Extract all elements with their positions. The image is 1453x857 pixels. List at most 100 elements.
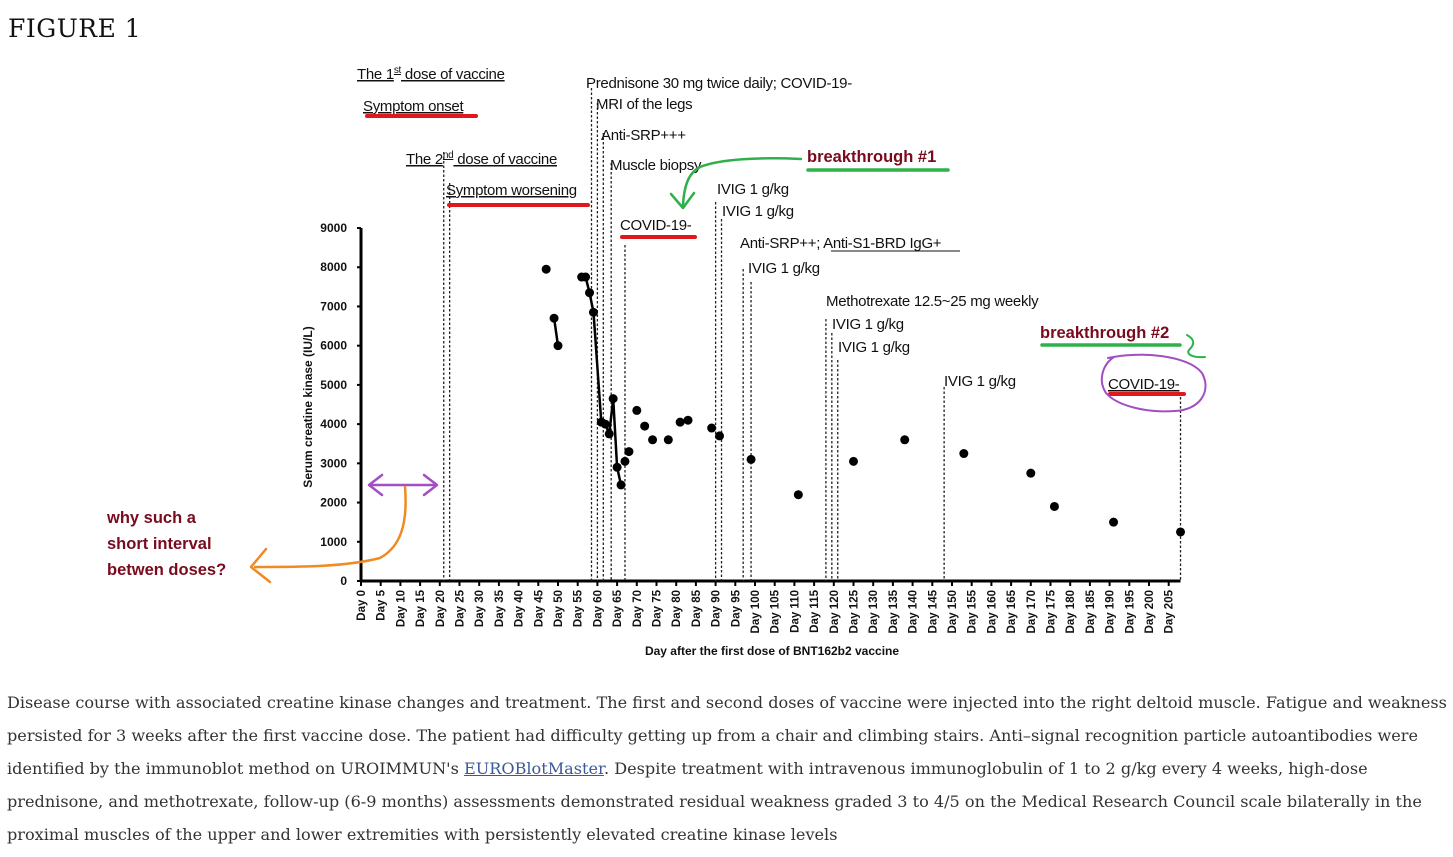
ck-data-point: [675, 417, 685, 427]
x-tick-label: Day 65: [612, 589, 624, 627]
caption-text-2: . Despite treatment with intravenous imm…: [7, 759, 1422, 844]
x-tick-label: Day 5: [376, 589, 388, 620]
green-arrow-breakthrough-1: [681, 157, 803, 207]
green-arrow-breakthrough-2: [1186, 334, 1206, 359]
ck-data-point: [620, 456, 630, 466]
ck-data-point: [553, 341, 563, 351]
ck-data-point: [900, 435, 910, 445]
x-tick-label: Day 180: [1065, 590, 1077, 633]
x-tick-label: Day 200: [1144, 590, 1156, 633]
x-tick-label: Day 50: [553, 590, 565, 627]
ck-data-point: [541, 264, 551, 274]
question-line-1: why such a: [106, 509, 197, 527]
ck-data-point: [746, 454, 756, 464]
event-label-symptom-onset: Symptom onset: [363, 98, 464, 115]
ck-data-point: [588, 307, 598, 317]
x-tick-label: Day 100: [750, 590, 762, 633]
x-tick-label: Day 85: [691, 589, 703, 627]
event-label-anti-srp-3: Anti-SRP+++: [601, 127, 686, 144]
x-tick-label: Day 0: [356, 590, 368, 621]
x-tick-label: Day 80: [671, 590, 683, 627]
x-tick-label: Day 10: [395, 590, 407, 627]
y-tick-label: 5000: [320, 378, 347, 392]
event-lines: [443, 88, 1182, 581]
event-label-muscle-biopsy: Muscle biopsy: [610, 157, 702, 174]
purple-arrowhead-left-icon: [367, 473, 384, 497]
breakthrough-2-label: breakthrough #2: [1040, 324, 1169, 342]
event-label-mri: MRI of the legs: [596, 96, 692, 113]
x-tick-label: Day 145: [927, 589, 939, 633]
x-tick-label: Day 170: [1026, 590, 1038, 633]
y-tick-label: 3000: [320, 456, 347, 470]
x-tick-label: Day 140: [908, 590, 920, 633]
x-tick-label: Day 130: [868, 590, 880, 633]
orange-arrowhead-icon: [249, 547, 272, 584]
green-arrowhead-icon: [669, 191, 696, 210]
ck-data-point: [663, 435, 673, 445]
breakthrough-1-label: breakthrough #1: [807, 148, 936, 166]
ck-connector-line: [581, 275, 623, 486]
x-tick-label: Day 55: [573, 589, 585, 627]
ck-data-point: [793, 490, 803, 500]
ck-data-point: [581, 272, 591, 282]
x-tick-label: Day 205: [1164, 589, 1176, 633]
ck-data-point: [640, 421, 650, 431]
x-tick-label: Day 30: [474, 590, 486, 627]
y-tick-label: 4000: [320, 417, 347, 431]
event-label-ivig: IVIG 1 g/kg: [748, 260, 820, 277]
ck-chart: 0 1000 2000 3000 4000 5000 6000 7000 8000 9000 Ser…: [106, 65, 1207, 658]
x-tick-label: Day 190: [1105, 590, 1117, 633]
purple-arrowhead-right-icon: [422, 473, 439, 497]
purple-circle-covid-2: [1100, 353, 1207, 413]
dose2-label-part: dose of vaccine: [453, 151, 557, 168]
event-label-symptom-worsening: Symptom worsening: [446, 182, 577, 199]
dose2-label-part: The 2: [406, 151, 443, 168]
x-tick-label: Day 135: [888, 589, 900, 633]
event-label-ivig: IVIG 1 g/kg: [832, 316, 904, 333]
figure-title: FIGURE 1: [8, 14, 142, 43]
x-tick-label: Day 175: [1046, 589, 1058, 633]
x-tick-label: Day 125: [849, 589, 861, 633]
x-tick-label: Day 105: [770, 589, 782, 633]
x-tick-label: Day 115: [809, 589, 821, 632]
x-tick-label: Day 195: [1124, 589, 1136, 633]
question-line-3: betwen doses?: [107, 561, 226, 579]
ck-data-point: [608, 394, 618, 404]
y-tick-label: 1000: [320, 535, 347, 549]
x-tick-label: Day 90: [711, 590, 723, 627]
figure-caption: Disease course with associated creatine …: [7, 686, 1447, 851]
ck-data-point: [616, 480, 626, 490]
ck-data-point: [707, 423, 717, 433]
question-line-2: short interval: [107, 535, 212, 553]
event-label-covid-1: COVID-19-: [620, 217, 692, 234]
axes: 0 1000 2000 3000 4000 5000 6000 7000 8000 9000 Ser…: [301, 221, 1181, 658]
x-tick-label: Day 160: [986, 590, 998, 633]
x-tick-label: Day 165: [1006, 589, 1018, 633]
ck-data-point: [959, 449, 969, 459]
x-tick-label: Day 95: [730, 589, 742, 627]
ck-data-point: [1026, 468, 1036, 478]
ck-data-point: [549, 313, 559, 323]
y-tick-label: 6000: [320, 339, 347, 353]
x-tick-label: Day 150: [947, 590, 959, 633]
dose2-superscript: nd: [443, 150, 454, 161]
ck-data-point: [604, 429, 614, 439]
x-tick-label: Day 75: [652, 589, 664, 627]
euroblotmaster-link[interactable]: EUROBlotMaster: [463, 759, 604, 778]
y-tick-label: 9000: [320, 221, 347, 235]
event-label-ivig: IVIG 1 g/kg: [722, 203, 794, 220]
x-tick-label: Day 60: [592, 590, 604, 627]
x-tick-label: Day 120: [829, 590, 841, 633]
event-label-ivig: IVIG 1 g/kg: [717, 181, 789, 198]
ck-data-point: [1109, 517, 1119, 527]
event-label-covid-2: COVID-19-: [1108, 376, 1180, 393]
x-tick-label: Day 110: [789, 590, 801, 633]
event-label-ivig: IVIG 1 g/kg: [838, 339, 910, 356]
event-label-anti-srp-s1: Anti-SRP++; Anti-S1-BRD IgG+: [740, 235, 942, 252]
dose1-superscript: st: [394, 65, 402, 76]
x-tick-label: Day 155: [967, 589, 979, 633]
ck-data-point: [612, 462, 622, 472]
dose1-label-part: dose of vaccine: [401, 66, 505, 83]
x-tick-label: Day 15: [415, 589, 427, 627]
